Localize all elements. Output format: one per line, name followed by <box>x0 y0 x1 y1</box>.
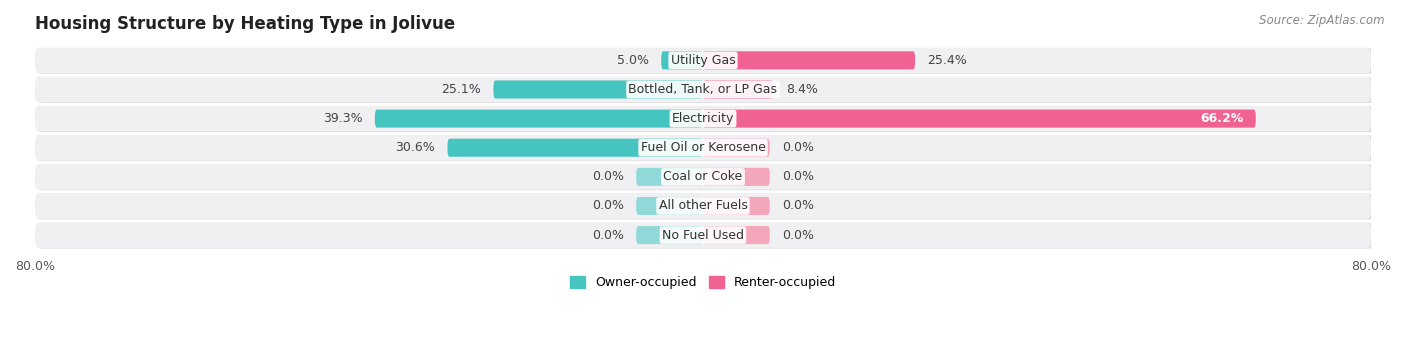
Text: 0.0%: 0.0% <box>592 170 624 183</box>
Text: 66.2%: 66.2% <box>1199 112 1243 125</box>
FancyBboxPatch shape <box>38 48 1374 74</box>
Text: 0.0%: 0.0% <box>782 141 814 154</box>
FancyBboxPatch shape <box>35 135 1371 161</box>
FancyBboxPatch shape <box>703 80 773 99</box>
Text: Fuel Oil or Kerosene: Fuel Oil or Kerosene <box>641 141 765 154</box>
FancyBboxPatch shape <box>35 47 1371 73</box>
FancyBboxPatch shape <box>661 51 703 69</box>
Text: Utility Gas: Utility Gas <box>671 54 735 67</box>
Text: Bottled, Tank, or LP Gas: Bottled, Tank, or LP Gas <box>628 83 778 96</box>
Text: 25.4%: 25.4% <box>928 54 967 67</box>
FancyBboxPatch shape <box>35 164 1371 190</box>
FancyBboxPatch shape <box>38 77 1374 103</box>
FancyBboxPatch shape <box>38 106 1374 132</box>
Text: 30.6%: 30.6% <box>395 141 434 154</box>
Text: Electricity: Electricity <box>672 112 734 125</box>
FancyBboxPatch shape <box>494 80 703 99</box>
Text: 0.0%: 0.0% <box>782 228 814 241</box>
FancyBboxPatch shape <box>636 226 703 244</box>
FancyBboxPatch shape <box>38 223 1374 249</box>
FancyBboxPatch shape <box>703 51 915 69</box>
FancyBboxPatch shape <box>447 139 703 157</box>
FancyBboxPatch shape <box>38 194 1374 219</box>
FancyBboxPatch shape <box>636 197 703 215</box>
FancyBboxPatch shape <box>375 109 703 128</box>
Text: No Fuel Used: No Fuel Used <box>662 228 744 241</box>
Text: 5.0%: 5.0% <box>617 54 648 67</box>
Text: Coal or Coke: Coal or Coke <box>664 170 742 183</box>
FancyBboxPatch shape <box>703 168 770 186</box>
FancyBboxPatch shape <box>703 139 770 157</box>
FancyBboxPatch shape <box>35 222 1371 248</box>
Text: 0.0%: 0.0% <box>592 228 624 241</box>
FancyBboxPatch shape <box>703 197 770 215</box>
FancyBboxPatch shape <box>636 168 703 186</box>
Text: 8.4%: 8.4% <box>786 83 817 96</box>
Text: 25.1%: 25.1% <box>441 83 481 96</box>
FancyBboxPatch shape <box>38 135 1374 161</box>
Legend: Owner-occupied, Renter-occupied: Owner-occupied, Renter-occupied <box>565 271 841 294</box>
FancyBboxPatch shape <box>35 77 1371 102</box>
Text: Housing Structure by Heating Type in Jolivue: Housing Structure by Heating Type in Jol… <box>35 15 456 33</box>
Text: Source: ZipAtlas.com: Source: ZipAtlas.com <box>1260 14 1385 27</box>
FancyBboxPatch shape <box>38 165 1374 190</box>
Text: 0.0%: 0.0% <box>592 199 624 212</box>
Text: All other Fuels: All other Fuels <box>658 199 748 212</box>
Text: 0.0%: 0.0% <box>782 199 814 212</box>
FancyBboxPatch shape <box>35 106 1371 131</box>
FancyBboxPatch shape <box>703 226 770 244</box>
Text: 39.3%: 39.3% <box>323 112 363 125</box>
FancyBboxPatch shape <box>703 109 1256 128</box>
FancyBboxPatch shape <box>35 193 1371 219</box>
Text: 0.0%: 0.0% <box>782 170 814 183</box>
